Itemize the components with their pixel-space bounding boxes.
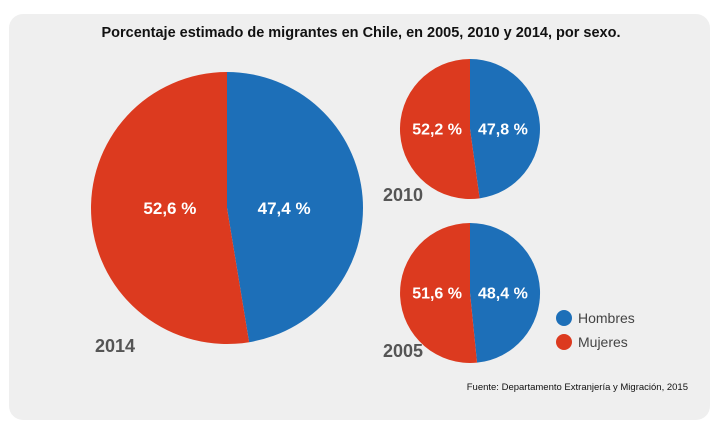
legend-label-mujeres: Mujeres [578, 334, 628, 350]
legend-marker-mujeres [556, 334, 572, 350]
pie-2005: 48,4 % 51,6 % 2005 [383, 223, 541, 363]
pie-slice-mujeres-2010 [399, 59, 480, 199]
source-note: Fuente: Departamento Extranjería y Migra… [466, 382, 688, 393]
pie-2010: 47,8 % 52,2 % 2010 [383, 59, 540, 205]
legend-marker-hombres [556, 310, 572, 326]
slice-label-hombres-2014: 47,4 % [258, 199, 311, 218]
pie-slice-hombres-2010 [470, 59, 540, 199]
pie-slice-hombres-2014 [227, 72, 364, 343]
year-label-2014: 2014 [95, 336, 135, 356]
slice-label-mujeres-2014: 52,6 % [143, 199, 196, 218]
pie-slice-mujeres-2005 [400, 223, 478, 363]
legend-label-hombres: Hombres [578, 310, 635, 326]
year-label-2005: 2005 [383, 341, 423, 361]
slice-label-hombres-2005: 48,4 % [478, 286, 528, 303]
slice-label-hombres-2010: 47,8 % [478, 122, 528, 139]
pie-2014: 47,4 % 52,6 % 2014 [91, 72, 364, 356]
year-label-2010: 2010 [383, 185, 423, 205]
slice-label-mujeres-2005: 51,6 % [412, 286, 462, 303]
legend: Hombres Mujeres [556, 310, 635, 350]
pie-slice-mujeres-2014 [91, 72, 250, 344]
chart-title: Porcentaje estimado de migrantes en Chil… [101, 25, 621, 41]
slice-label-mujeres-2010: 52,2 % [412, 122, 462, 139]
pie-slice-hombres-2005 [470, 223, 541, 363]
